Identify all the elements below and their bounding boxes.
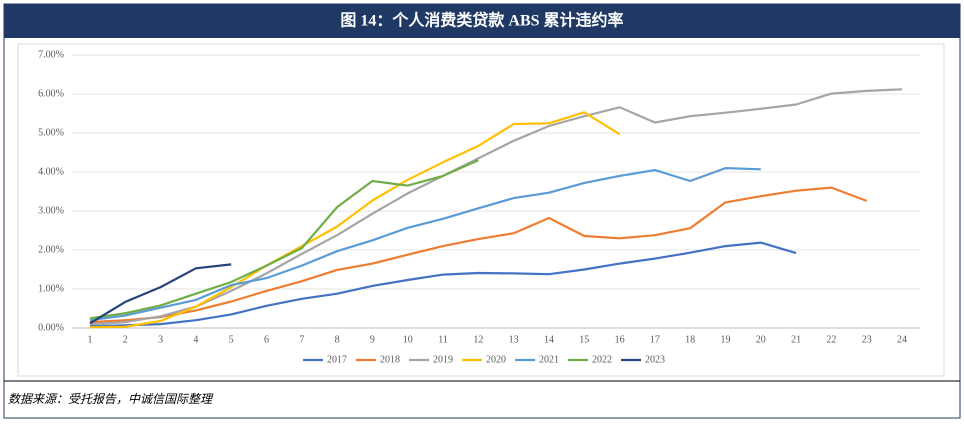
series-line bbox=[89, 241, 797, 328]
x-tick-label: 8 bbox=[335, 334, 340, 345]
y-tick-label: 4.00% bbox=[38, 166, 64, 177]
x-tick-label: 20 bbox=[756, 334, 766, 345]
x-tick-label: 4 bbox=[193, 334, 198, 345]
x-tick-label: 9 bbox=[370, 334, 375, 345]
legend-label: 2017 bbox=[327, 354, 347, 365]
x-tick-label: 6 bbox=[264, 334, 269, 345]
legend-label: 2020 bbox=[486, 354, 506, 365]
y-tick-label: 5.00% bbox=[38, 127, 64, 138]
legend-label: 2021 bbox=[539, 354, 559, 365]
x-tick-label: 2 bbox=[123, 334, 128, 345]
x-tick-label: 18 bbox=[685, 334, 695, 345]
legend-label: 2022 bbox=[592, 354, 612, 365]
series-line bbox=[89, 263, 232, 325]
x-tick-label: 17 bbox=[650, 334, 660, 345]
x-tick-label: 16 bbox=[615, 334, 625, 345]
legend-label: 2018 bbox=[380, 354, 400, 365]
x-tick-label: 3 bbox=[158, 334, 163, 345]
y-tick-label: 0.00% bbox=[38, 322, 64, 333]
series-line bbox=[89, 111, 621, 329]
legend-label: 2019 bbox=[433, 354, 453, 365]
x-tick-label: 1 bbox=[88, 334, 93, 345]
x-tick-label: 10 bbox=[403, 334, 413, 345]
chart-title: 图 14：个人消费类贷款 ABS 累计违约率 bbox=[340, 11, 623, 30]
x-tick-label: 13 bbox=[509, 334, 519, 345]
x-tick-label: 23 bbox=[862, 334, 872, 345]
y-tick-label: 3.00% bbox=[38, 205, 64, 216]
series-line bbox=[89, 167, 761, 322]
source-note: 数据来源：受托报告，中诚信国际整理 bbox=[8, 392, 214, 406]
header-bar bbox=[4, 4, 960, 38]
y-tick-label: 6.00% bbox=[38, 88, 64, 99]
x-tick-label: 22 bbox=[826, 334, 836, 345]
x-tick-label: 12 bbox=[473, 334, 483, 345]
x-tick-label: 14 bbox=[544, 334, 554, 345]
x-tick-label: 21 bbox=[791, 334, 801, 345]
y-tick-label: 1.00% bbox=[38, 283, 64, 294]
plot-frame bbox=[17, 43, 945, 377]
x-tick-label: 19 bbox=[720, 334, 730, 345]
x-tick-label: 15 bbox=[579, 334, 589, 345]
series-line bbox=[89, 88, 903, 326]
series-line bbox=[89, 159, 479, 320]
x-tick-label: 7 bbox=[299, 334, 304, 345]
x-tick-label: 5 bbox=[229, 334, 234, 345]
x-tick-label: 24 bbox=[897, 334, 907, 345]
y-tick-label: 7.00% bbox=[38, 49, 64, 60]
y-tick-label: 2.00% bbox=[38, 244, 64, 255]
legend-label: 2023 bbox=[645, 354, 665, 365]
series-line bbox=[89, 186, 868, 324]
x-tick-label: 11 bbox=[438, 334, 448, 345]
